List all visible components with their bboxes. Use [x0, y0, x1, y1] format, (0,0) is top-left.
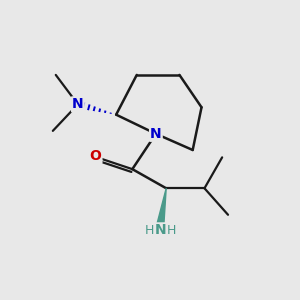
Text: H: H	[167, 224, 176, 237]
Polygon shape	[157, 188, 166, 226]
Text: O: O	[90, 149, 101, 163]
Text: N: N	[150, 127, 162, 141]
Text: H: H	[144, 224, 154, 237]
Text: N: N	[72, 98, 84, 111]
Text: N: N	[154, 224, 166, 237]
